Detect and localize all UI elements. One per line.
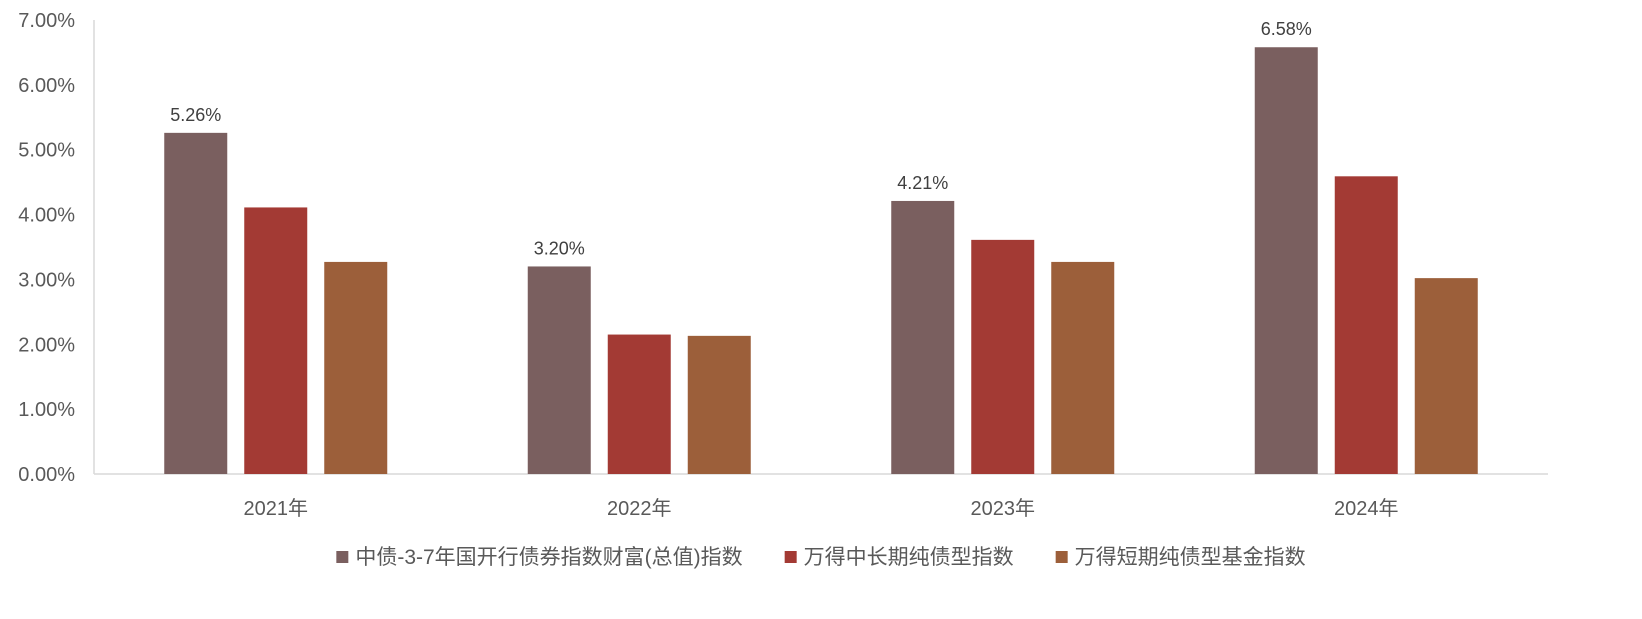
bar-series-1 [527,266,591,474]
bar-data-label: 4.21% [897,173,948,193]
bar-series-1 [1254,47,1318,475]
legend: 中债-3-7年国开行债券指数财富(总值)指数 万得中长期纯债型指数 万得短期纯债型基… [336,546,1306,569]
x-axis: 2021年 2022年 2023年 2024年 [94,473,1548,520]
y-axis: 0.00% 1.00% 2.00% 3.00% 4.00% 5.00% 6.00% 7.00% [18,10,95,486]
bar-series-2 [607,334,671,474]
legend-label: 万得短期纯债型基金指数 [1075,546,1306,569]
bar-series-3 [1414,278,1478,474]
x-category-label: 2023年 [971,497,1036,520]
legend-swatch [1055,551,1068,563]
y-tick-label: 7.00% [18,10,75,32]
x-category-label: 2022年 [607,497,672,520]
y-tick-label: 6.00% [18,75,75,97]
bar-series-2 [971,239,1035,474]
bar-series-1 [891,200,955,475]
data-labels: 5.26% 3.20% 4.21% 6.58% [170,19,1312,258]
bar-series-3 [1051,261,1115,474]
y-tick-label: 2.00% [18,334,75,356]
bar-data-label: 6.58% [1261,19,1312,39]
y-tick-label: 4.00% [18,205,75,227]
bar-series-2 [244,207,308,475]
bar-series-3 [687,335,751,474]
bar-data-label: 3.20% [534,238,585,258]
y-tick-label: 3.00% [18,269,75,291]
legend-item: 万得中长期纯债型指数 [784,546,1014,569]
bar-series-3 [324,261,388,474]
x-category-label: 2024年 [1334,497,1399,520]
legend-swatch [336,551,349,563]
bar-series-1 [164,132,228,474]
bar-data-label: 5.26% [170,105,221,125]
y-tick-label: 5.00% [18,140,75,162]
x-category-label: 2021年 [244,497,309,520]
legend-label: 中债-3-7年国开行债券指数财富(总值)指数 [355,546,742,569]
legend-item: 中债-3-7年国开行债券指数财富(总值)指数 [336,546,743,569]
y-tick-label: 0.00% [18,464,75,486]
legend-swatch [784,551,797,563]
legend-item: 万得短期纯债型基金指数 [1055,546,1306,569]
legend-label: 万得中长期纯债型指数 [804,546,1014,569]
y-tick-label: 1.00% [18,399,75,421]
bars [164,47,1478,475]
bar-series-2 [1334,176,1398,474]
